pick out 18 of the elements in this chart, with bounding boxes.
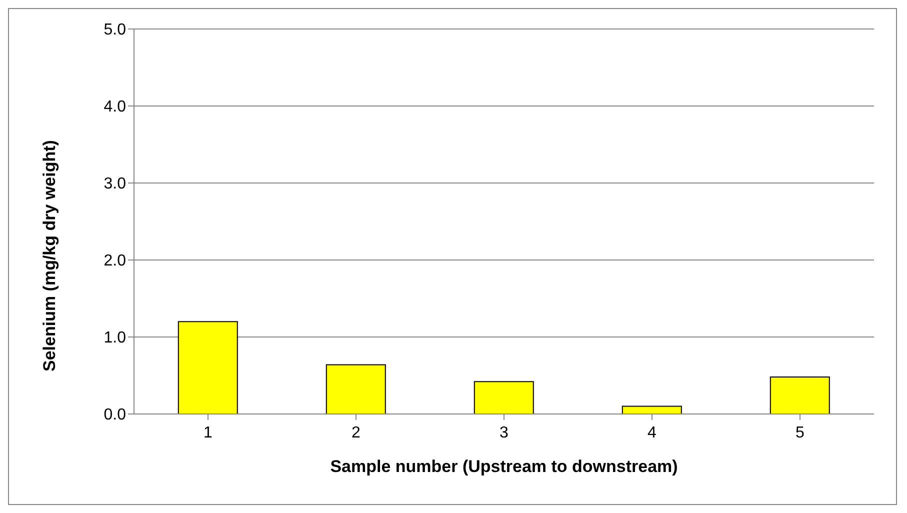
x-tick-label: 3 bbox=[500, 424, 509, 442]
bar bbox=[770, 376, 830, 414]
y-tick-label: 0.0 bbox=[104, 406, 126, 424]
bar bbox=[622, 406, 682, 414]
x-tick-label: 4 bbox=[648, 424, 657, 442]
x-tick-label: 1 bbox=[204, 424, 213, 442]
x-axis-title: Sample number (Upstream to downstream) bbox=[330, 457, 678, 476]
y-tick-label: 1.0 bbox=[104, 330, 126, 347]
x-tick-label: 5 bbox=[796, 424, 805, 442]
y-tick-label: 3.0 bbox=[104, 176, 126, 193]
y-tick-label: 5.0 bbox=[104, 22, 126, 39]
bar bbox=[474, 381, 534, 414]
x-tick-label: 2 bbox=[352, 424, 361, 442]
bar bbox=[326, 364, 386, 414]
y-axis-title: Selenium (mg/kg dry weight) bbox=[40, 140, 60, 372]
bar bbox=[178, 321, 238, 414]
y-tick-label: 2.0 bbox=[104, 252, 126, 270]
y-tick-label: 4.0 bbox=[104, 98, 126, 116]
